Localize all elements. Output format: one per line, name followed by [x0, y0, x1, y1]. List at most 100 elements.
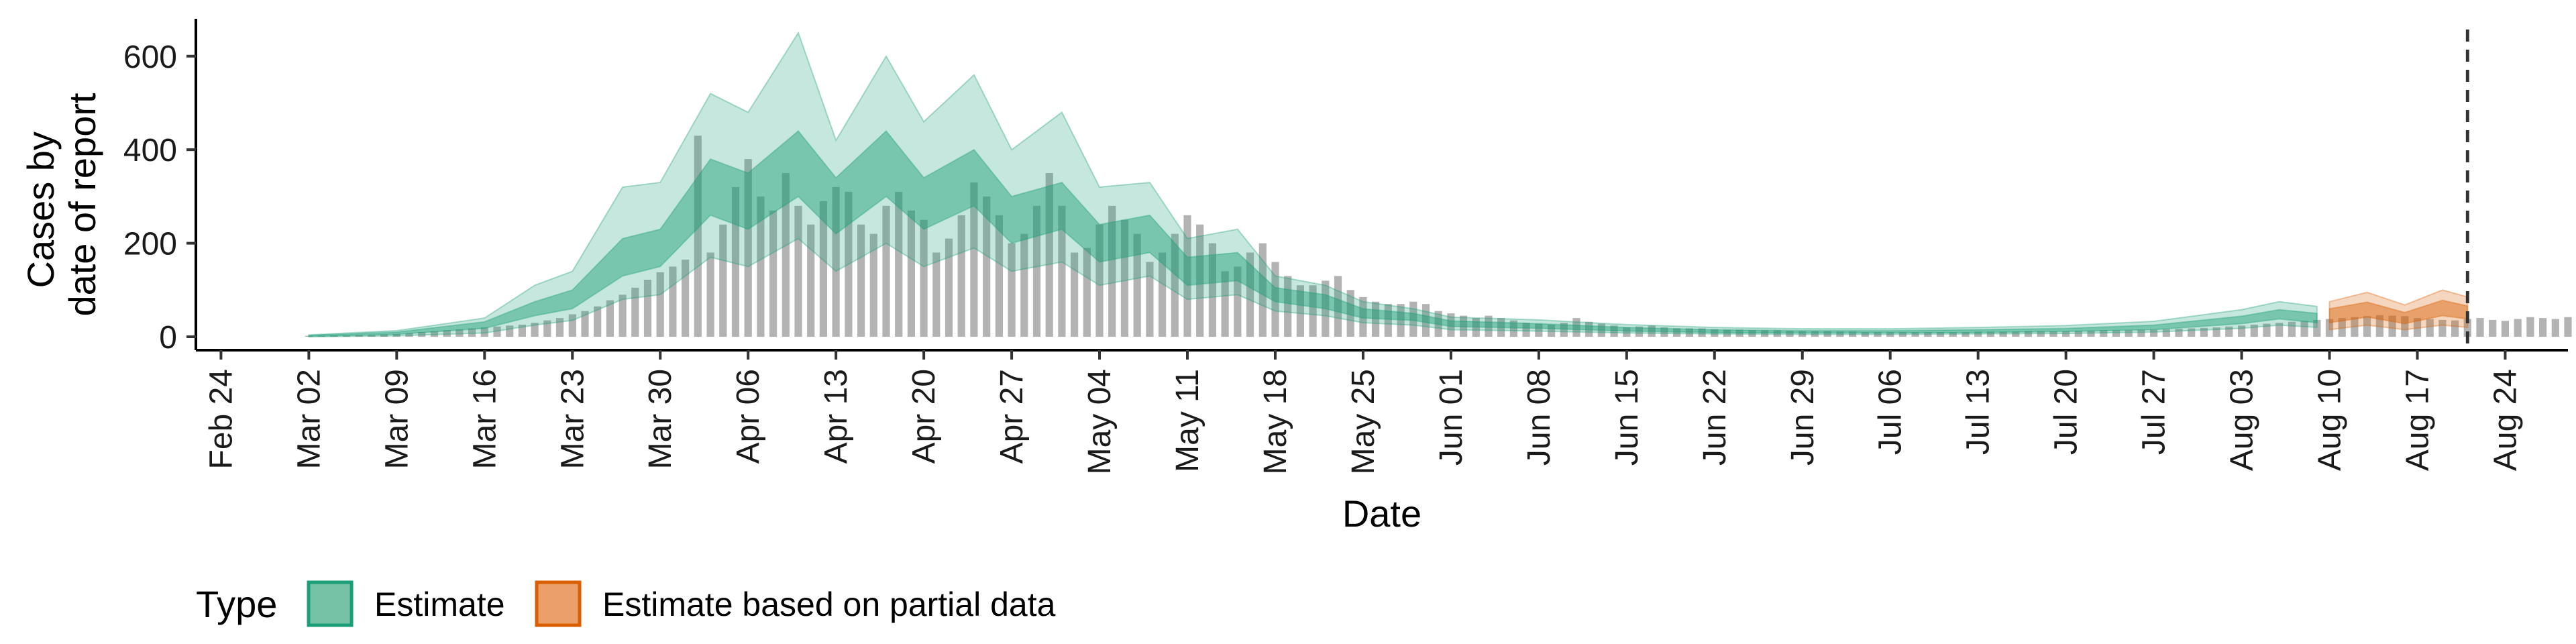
- bar: [1008, 243, 1016, 337]
- bar: [2489, 319, 2497, 337]
- bar: [1811, 331, 1819, 337]
- legend-swatch-estimate: [307, 580, 354, 627]
- bar: [1095, 224, 1104, 337]
- bar: [1924, 332, 1932, 337]
- legend-title: Type: [196, 583, 277, 625]
- x-tick-label: Jun 29: [1785, 369, 1821, 466]
- bar: [2062, 331, 2070, 337]
- bar: [468, 328, 476, 337]
- bar: [1572, 318, 1580, 337]
- bar: [757, 196, 765, 337]
- bar: [1723, 329, 1731, 337]
- bar: [656, 272, 664, 337]
- x-tick-label: Jun 08: [1521, 369, 1557, 466]
- bar: [2363, 316, 2371, 337]
- bar: [568, 314, 576, 337]
- bars-layer: [305, 136, 2572, 337]
- bar: [1397, 304, 1405, 337]
- bar: [869, 233, 877, 337]
- bar: [907, 210, 915, 337]
- bar: [1585, 321, 1593, 337]
- x-tick-label: May 04: [1082, 369, 1118, 474]
- bar: [368, 335, 376, 337]
- bar: [2401, 316, 2409, 337]
- bar: [2137, 329, 2145, 337]
- y-axis-title-line-2: date of report: [61, 93, 103, 317]
- bar: [1434, 311, 1442, 337]
- bar: [2451, 320, 2459, 337]
- bar: [1472, 318, 1480, 337]
- bar: [2438, 319, 2447, 337]
- bar: [2300, 321, 2308, 337]
- bar: [2175, 329, 2183, 337]
- bar: [380, 334, 388, 337]
- x-tick-label: Apr 13: [818, 369, 854, 464]
- bar: [983, 196, 991, 337]
- bar: [2325, 319, 2334, 337]
- x-tick-label: Jul 27: [2137, 369, 2172, 455]
- y-axis-ticks: 0 200 400 600: [123, 40, 196, 356]
- bar: [317, 335, 325, 337]
- y-tick-label: 400: [123, 133, 177, 168]
- bar: [1886, 332, 1894, 337]
- bar: [2463, 319, 2471, 337]
- bar: [1509, 320, 1517, 337]
- x-tick-label: Mar 23: [555, 369, 590, 469]
- partial-band-90: [2328, 289, 2469, 331]
- bands-layer: [308, 31, 2469, 338]
- bar: [2426, 319, 2434, 337]
- bar: [1698, 328, 1706, 337]
- bar: [719, 224, 727, 337]
- bar: [1898, 332, 1907, 337]
- bar: [2049, 331, 2057, 337]
- bar: [2212, 327, 2220, 337]
- estimate-band-50: [308, 129, 2318, 337]
- bar: [2526, 317, 2534, 337]
- x-tick-label: Jul 20: [2049, 369, 2084, 455]
- y-tick-label: 200: [123, 227, 177, 262]
- bar: [643, 280, 652, 337]
- bar: [1421, 304, 1430, 337]
- bar: [480, 327, 488, 337]
- bar: [2351, 317, 2359, 337]
- bar: [1936, 332, 1945, 337]
- bar: [2087, 330, 2095, 337]
- bar: [694, 136, 702, 337]
- bar: [1911, 332, 1919, 337]
- bar: [970, 182, 978, 337]
- bar: [1246, 252, 1254, 337]
- bar: [2200, 327, 2208, 337]
- bar: [1133, 233, 1141, 337]
- bar: [2188, 328, 2196, 337]
- bar: [2225, 326, 2233, 337]
- bar: [355, 335, 363, 337]
- y-tick-label: 0: [159, 320, 177, 356]
- bar: [1058, 205, 1066, 337]
- x-tick-label: Mar 30: [643, 369, 678, 469]
- bar: [2100, 330, 2108, 337]
- bar: [1861, 332, 1869, 337]
- bar: [2275, 323, 2284, 337]
- bar: [1296, 285, 1304, 337]
- x-tick-label: May 25: [1346, 369, 1381, 474]
- bar: [2313, 319, 2321, 337]
- bar: [455, 329, 464, 337]
- bar: [945, 238, 953, 337]
- bar: [1309, 285, 1317, 337]
- bar: [506, 325, 514, 337]
- bar: [430, 331, 439, 337]
- bar: [1120, 219, 1129, 337]
- bar: [1535, 323, 1543, 337]
- bar: [2551, 319, 2559, 337]
- y-axis-title: Cases by date of report: [19, 93, 103, 317]
- bar: [1836, 331, 1844, 337]
- bar: [882, 205, 890, 337]
- x-tick-label: Feb 24: [203, 369, 239, 469]
- bar: [1334, 276, 1342, 337]
- bar: [2375, 315, 2383, 337]
- bar: [581, 311, 589, 337]
- bar: [330, 335, 338, 337]
- bar: [920, 219, 928, 337]
- legend-label-partial: Estimate based on partial data: [602, 586, 1056, 623]
